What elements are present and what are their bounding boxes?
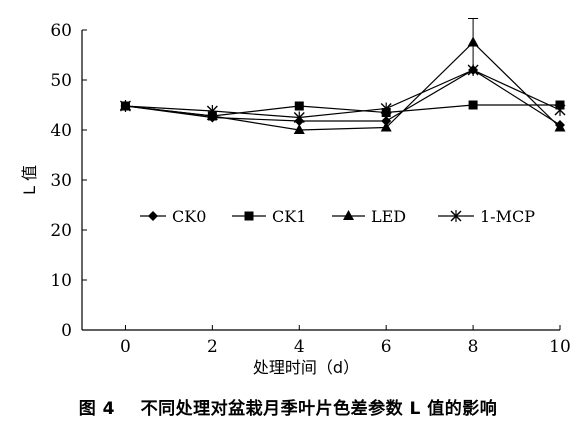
- y-tick-label: 60: [50, 21, 72, 41]
- figure-caption-text: 不同处理对盆栽月季叶片色差参数 L 值的影响: [140, 399, 498, 419]
- marker-square: [294, 101, 304, 111]
- legend-item-ck0: CK0: [140, 207, 206, 226]
- x-tick-label: 2: [207, 337, 218, 357]
- legend-label: 1-MCP: [480, 207, 535, 226]
- marker-triangle: [293, 124, 305, 134]
- legend-item-ck1: CK1: [232, 207, 306, 226]
- marker-triangle: [554, 121, 566, 132]
- series-line-led: [125, 41, 561, 131]
- figure-caption-label: 图 4: [78, 399, 115, 419]
- y-tick-label: 20: [50, 221, 72, 241]
- marker-square: [468, 100, 478, 110]
- legend-label: CK1: [272, 207, 306, 226]
- marker-triangle: [343, 210, 354, 220]
- series-led: [119, 18, 566, 134]
- line-chart: 0 10 20 30 40 50 60 0 2 4 6 8 10 处理时间（d） L 值 CK0 CK1 LED 1…: [20, 18, 571, 377]
- x-tick-label: 10: [549, 337, 571, 357]
- x-tick-label: 8: [468, 337, 479, 357]
- series-line-1-mcp: [125, 69, 561, 119]
- series-ck1: [120, 100, 565, 121]
- x-tick-label: 0: [120, 337, 131, 357]
- series-1-mcp: [119, 64, 566, 124]
- figure-caption: 图 4 不同处理对盆栽月季叶片色差参数 L 值的影响: [0, 394, 576, 419]
- x-axis-title: 处理时间（d）: [253, 358, 359, 377]
- legend-item-1-mcp: 1-MCP: [438, 207, 535, 226]
- marker-triangle: [380, 121, 392, 132]
- marker-diamond: [148, 211, 158, 221]
- y-tick-label: 10: [50, 271, 72, 291]
- series-ck0: [120, 65, 565, 130]
- y-axis-title: L 值: [20, 165, 39, 195]
- y-tick-label: 30: [50, 171, 72, 191]
- x-tick-label: 4: [294, 337, 305, 357]
- marker-square: [244, 211, 254, 221]
- legend-label: LED: [371, 207, 406, 226]
- y-tick-label: 40: [50, 121, 72, 141]
- series-line-ck0: [125, 69, 561, 126]
- x-tick-label: 6: [381, 337, 392, 357]
- marker-diamond: [381, 116, 392, 126]
- y-tick-label: 0: [61, 321, 72, 341]
- y-tick-label: 50: [50, 71, 72, 91]
- legend-item-led: LED: [332, 207, 406, 226]
- legend-label: CK0: [172, 207, 206, 226]
- marker-triangle: [467, 36, 479, 47]
